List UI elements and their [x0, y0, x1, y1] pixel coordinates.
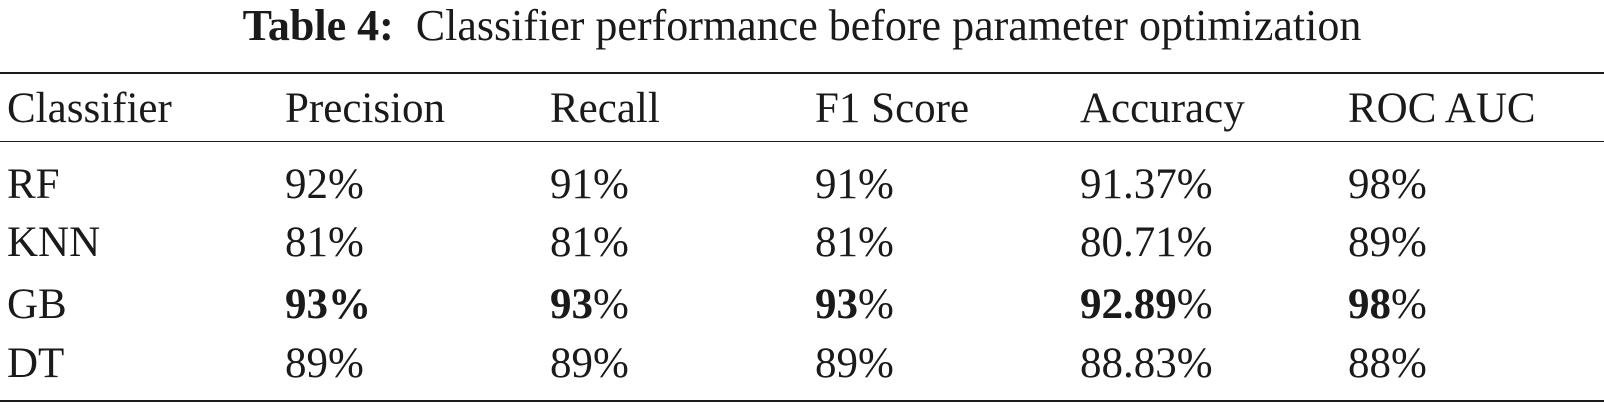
cell-unit: % — [593, 219, 629, 266]
cell-roc-auc: 89% — [1348, 213, 1427, 273]
cell-unit: % — [1176, 340, 1213, 387]
cell-unit: % — [1391, 219, 1427, 266]
cell-f1-score: 89% — [815, 334, 894, 394]
cell-unit: % — [593, 161, 629, 208]
cell-precision: 81% — [285, 213, 364, 273]
cell-value: 81 — [815, 219, 858, 266]
column-header-recall: Recall — [550, 85, 660, 132]
cell-value: 81 — [550, 219, 593, 266]
cell-unit: % — [593, 340, 629, 387]
cell-value: 98 — [1348, 281, 1391, 328]
cell-roc-auc: 98% — [1348, 275, 1427, 335]
cell-value: 88 — [1348, 340, 1391, 387]
cell-value: 91.37 — [1080, 161, 1177, 208]
cell-value: 89 — [550, 340, 593, 387]
bottom-rule — [0, 400, 1604, 402]
column-header-f1-score: F1 Score — [815, 85, 970, 132]
cell-f1-score: 81% — [815, 213, 894, 273]
cell-unit: % — [328, 161, 364, 208]
cell-unit: % — [1176, 281, 1213, 328]
cell-value: 92 — [285, 161, 328, 208]
cell-accuracy: 80.71% — [1080, 213, 1213, 273]
table-caption: Table 4: Classifier performance before p… — [0, 2, 1604, 50]
cell-unit: % — [1176, 219, 1213, 266]
cell-value: 89 — [815, 340, 858, 387]
cell-precision: 92% — [285, 155, 364, 215]
cell-roc-auc: 88% — [1348, 334, 1427, 394]
cell-classifier: RF — [7, 161, 60, 208]
cell-unit: % — [1391, 281, 1427, 328]
caption-text: Classifier performance before parameter … — [415, 1, 1362, 50]
cell-classifier: DT — [7, 340, 65, 387]
cell-unit: % — [858, 161, 894, 208]
table-row: KNN 81% 81% 81% 80.71% 89% — [0, 213, 1604, 273]
header-rule — [0, 141, 1604, 142]
cell-value: 93 — [815, 281, 858, 328]
cell-classifier: KNN — [7, 219, 101, 266]
cell-precision: 89% — [285, 334, 364, 394]
cell-unit: % — [858, 340, 894, 387]
cell-unit: % — [858, 219, 894, 266]
cell-value: 81 — [285, 219, 328, 266]
cell-unit: % — [858, 281, 894, 328]
cell-value: 80.71 — [1080, 219, 1177, 266]
cell-value: 93 — [285, 281, 328, 328]
top-rule — [0, 72, 1604, 74]
cell-recall: 91% — [550, 155, 629, 215]
column-header-roc-auc: ROC AUC — [1348, 85, 1536, 132]
cell-unit: % — [328, 340, 364, 387]
cell-roc-auc: 98% — [1348, 155, 1427, 215]
cell-value: 93 — [550, 281, 593, 328]
column-header-classifier: Classifier — [7, 85, 172, 132]
column-header-accuracy: Accuracy — [1080, 85, 1245, 132]
cell-recall: 81% — [550, 213, 629, 273]
cell-classifier: GB — [7, 281, 67, 328]
cell-value: 91 — [815, 161, 858, 208]
cell-precision: 93% — [285, 275, 371, 335]
cell-unit: % — [1391, 161, 1427, 208]
cell-value: 88.83 — [1080, 340, 1177, 387]
table-row: GB 93% 93% 93% 92.89% 98% — [0, 275, 1604, 335]
cell-unit: % — [328, 219, 364, 266]
cell-unit: % — [1176, 161, 1213, 208]
cell-value: 89 — [1348, 219, 1391, 266]
cell-value: 98 — [1348, 161, 1391, 208]
column-header-precision: Precision — [285, 85, 446, 132]
cell-accuracy: 92.89% — [1080, 275, 1213, 335]
table-row: RF 92% 91% 91% 91.37% 98% — [0, 155, 1604, 215]
cell-unit: % — [1391, 340, 1427, 387]
cell-value: 89 — [285, 340, 328, 387]
caption-label: Table 4: — [242, 1, 394, 50]
cell-unit: % — [328, 281, 371, 328]
cell-unit: % — [593, 281, 629, 328]
cell-recall: 89% — [550, 334, 629, 394]
cell-value: 91 — [550, 161, 593, 208]
cell-value: 92.89 — [1080, 281, 1177, 328]
cell-f1-score: 91% — [815, 155, 894, 215]
header-row: Classifier Precision Recall F1 Score Acc… — [0, 79, 1604, 139]
table-row: DT 89% 89% 89% 88.83% 88% — [0, 334, 1604, 394]
cell-recall: 93% — [550, 275, 629, 335]
cell-accuracy: 88.83% — [1080, 334, 1213, 394]
cell-f1-score: 93% — [815, 275, 894, 335]
cell-accuracy: 91.37% — [1080, 155, 1213, 215]
